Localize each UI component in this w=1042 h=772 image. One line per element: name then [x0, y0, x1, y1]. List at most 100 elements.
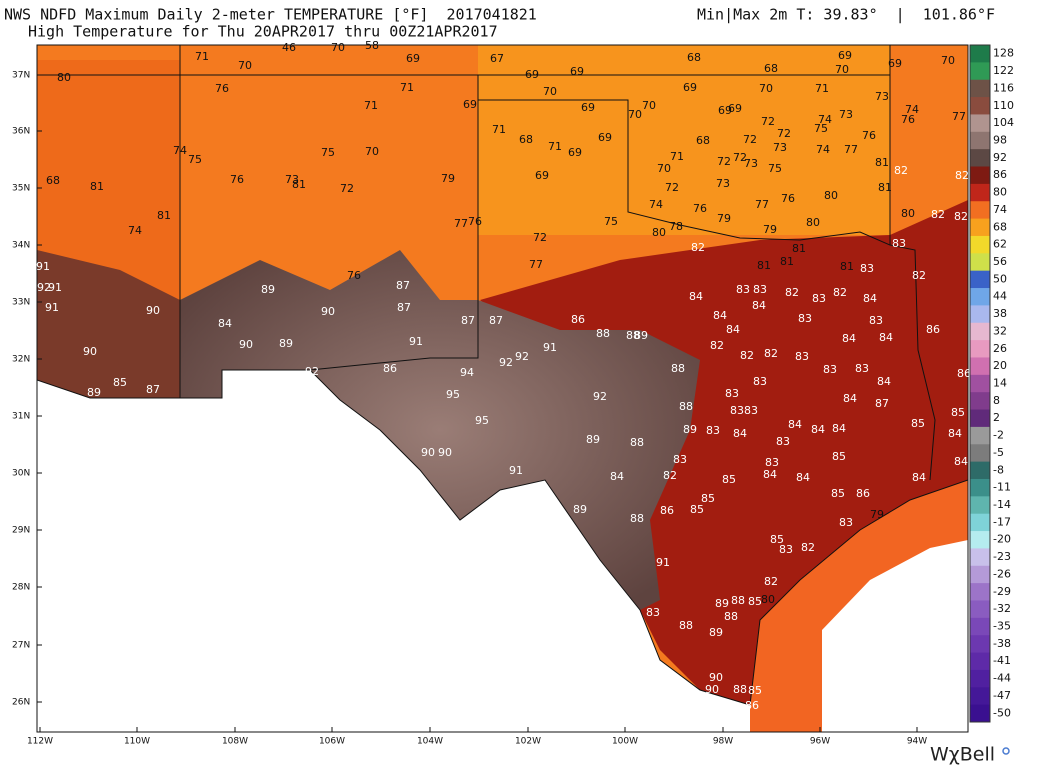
- station-temp: 87: [397, 301, 411, 314]
- colorbar-cell: [970, 149, 990, 168]
- station-temp: 83: [706, 424, 720, 437]
- station-temp: 85: [832, 450, 846, 463]
- station-temp: 80: [761, 593, 775, 606]
- station-temp: 69: [838, 49, 852, 62]
- station-temp: 89: [279, 337, 293, 350]
- station-temp: 72: [777, 127, 791, 140]
- station-temp: 82: [764, 575, 778, 588]
- colorbar-label: 32: [993, 324, 1007, 337]
- station-temp: 85: [748, 684, 762, 697]
- station-temp: 89: [683, 423, 697, 436]
- station-temp: 79: [870, 508, 884, 521]
- station-temp: 82: [691, 241, 705, 254]
- station-temp: 83: [798, 312, 812, 325]
- colorbar-label: -17: [993, 515, 1011, 528]
- colorbar-label: -38: [993, 637, 1011, 650]
- colorbar-frame: [969, 44, 991, 723]
- station-temp: 46: [282, 41, 296, 54]
- station-temp: 92: [499, 356, 513, 369]
- station-temp: 70: [835, 63, 849, 76]
- station-temp: 68: [519, 133, 533, 146]
- colorbar-cell: [970, 97, 990, 115]
- colorbar-cell: [970, 392, 990, 411]
- station-temp: 88: [724, 610, 738, 623]
- station-temp: 73: [875, 90, 889, 103]
- station-temp: 88: [733, 683, 747, 696]
- station-temp: 71: [364, 99, 378, 112]
- station-temp: 70: [657, 162, 671, 175]
- station-temp: 83: [744, 404, 758, 417]
- station-temp: 75: [321, 146, 335, 159]
- station-temp: 69: [598, 131, 612, 144]
- logo: WχBell: [930, 744, 995, 766]
- coastline: [749, 479, 968, 706]
- station-temp: 73: [773, 141, 787, 154]
- station-temp: 84: [863, 292, 877, 305]
- station-temp: 91: [36, 260, 50, 273]
- colorbar-cell: [970, 444, 990, 463]
- station-temp: 75: [604, 215, 618, 228]
- station-temp: 95: [475, 414, 489, 427]
- colorbar-label: -23: [993, 550, 1011, 563]
- station-temp: 70: [365, 145, 379, 158]
- station-temp: 86: [856, 487, 870, 500]
- station-temp: 91: [509, 464, 523, 477]
- station-temp: 85: [911, 417, 925, 430]
- station-temp: 82: [785, 286, 799, 299]
- colorbar-cell: [970, 183, 990, 202]
- station-temp: 91: [656, 556, 670, 569]
- colorbar-cell: [970, 166, 990, 185]
- lat-label: 31N: [12, 412, 30, 422]
- station-temp: 71: [815, 82, 829, 95]
- station-temp: 72: [761, 115, 775, 128]
- station-temp: 74: [173, 144, 187, 157]
- station-temp: 92: [593, 390, 607, 403]
- station-temp: 76: [215, 82, 229, 95]
- colorbar-cell: [970, 687, 990, 706]
- station-temp: 83: [839, 516, 853, 529]
- station-temp: 83: [869, 314, 883, 327]
- station-temp: 88: [679, 400, 693, 413]
- station-temp: 89: [715, 597, 729, 610]
- colorbar-label: 68: [993, 220, 1007, 233]
- station-temp: 70: [759, 82, 773, 95]
- station-temp: 67: [490, 52, 504, 65]
- colorbar-cell: [970, 531, 990, 549]
- station-temp: 82: [894, 164, 908, 177]
- colorbar-label: 104: [993, 116, 1014, 129]
- station-temp: 90: [709, 671, 723, 684]
- station-temp: 77: [952, 110, 966, 123]
- station-temp: 68: [687, 51, 701, 64]
- nm-border: [37, 75, 479, 399]
- station-temp: 83: [730, 404, 744, 417]
- colorbar-label: 50: [993, 272, 1007, 285]
- station-temp: 83: [812, 292, 826, 305]
- colorbar-label: 110: [993, 99, 1014, 112]
- station-temp: 91: [543, 341, 557, 354]
- station-temp: 86: [383, 362, 397, 375]
- station-temp: 69: [463, 98, 477, 111]
- station-temp: 82: [954, 210, 968, 223]
- station-temp: 89: [87, 386, 101, 399]
- lat-label: 30N: [12, 469, 30, 479]
- station-temp: 69: [683, 81, 697, 94]
- station-temp: 83: [765, 456, 779, 469]
- colorbar-label: -14: [993, 498, 1011, 511]
- lat-label: 27N: [12, 641, 30, 651]
- colorbar-cell: [970, 600, 990, 619]
- colorbar-label: -29: [993, 585, 1011, 598]
- station-temp: 73: [285, 173, 299, 186]
- station-temp: 84: [877, 375, 891, 388]
- colorbar-label: 20: [993, 359, 1007, 372]
- station-temp: 74: [818, 113, 832, 126]
- station-temp: 90: [146, 304, 160, 317]
- lat-label: 36N: [12, 127, 30, 137]
- station-temp: 83: [725, 387, 739, 400]
- station-temp: 81: [840, 260, 854, 273]
- station-temp: 71: [548, 140, 562, 153]
- station-temp: 80: [824, 189, 838, 202]
- station-temp: 85: [831, 487, 845, 500]
- station-temp: 89: [573, 503, 587, 516]
- station-temp: 84: [752, 299, 766, 312]
